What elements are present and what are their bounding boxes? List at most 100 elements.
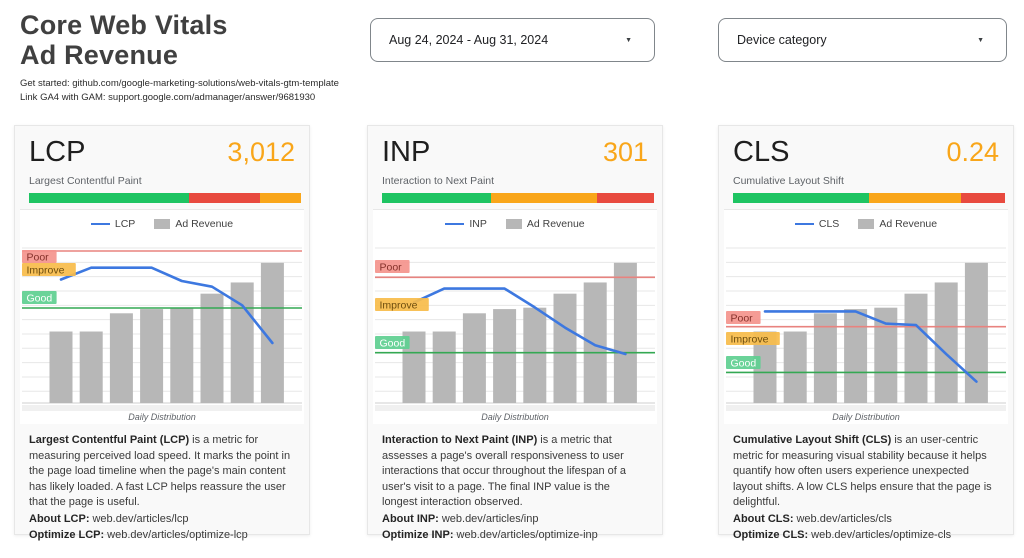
revenue-bar: [170, 307, 194, 403]
metric-full-name: Largest Contentful Paint: [29, 175, 142, 187]
legend-line-label: CLS: [818, 217, 840, 230]
metric-name: LCP: [29, 136, 86, 168]
metric-value: 0.24: [946, 137, 999, 167]
legend-bar-label: Ad Revenue: [879, 217, 938, 230]
description-lead: Interaction to Next Paint (INP): [382, 434, 538, 446]
threshold-label-improve: Improve: [731, 334, 769, 346]
date-range-dropdown[interactable]: Aug 24, 2024 - Aug 31, 2024 ▼: [370, 18, 655, 62]
x-axis-strip: [726, 405, 1006, 411]
metric-name: INP: [382, 136, 431, 168]
threshold-label-good-bg: [726, 356, 761, 369]
cls-plot[interactable]: Poor Improve Good: [724, 232, 1008, 405]
chevron-down-icon: ▼: [977, 36, 984, 44]
threshold-label-poor: Poor: [27, 252, 50, 264]
revenue-bar: [613, 262, 637, 403]
revenue-bar: [49, 331, 73, 403]
metric-description: Cumulative Layout Shift (CLS) is an user…: [719, 433, 1013, 511]
bar-series-swatch: [154, 218, 171, 229]
metric-name: CLS: [733, 136, 790, 168]
segment-orange: [869, 193, 962, 203]
threshold-label-poor-bg: [22, 250, 57, 263]
inp-card-header: INP 301 Interaction to Next Paint: [368, 126, 662, 203]
about-link: web.dev/articles/inp: [441, 512, 539, 525]
optimize-line: Optimize CLS: web.dev/articles/optimize-c…: [733, 527, 999, 544]
revenue-bar: [140, 309, 164, 403]
optimize-line: Optimize INP: web.dev/articles/optimize-i…: [382, 527, 648, 544]
device-category-value: Device category: [737, 33, 827, 47]
revenue-bar: [813, 313, 837, 403]
segment-red: [961, 193, 1005, 203]
chart-legend: INP Ad Revenue: [373, 210, 657, 230]
metric-links: About CLS: web.dev/articles/cls Optimize …: [719, 511, 1013, 556]
about-link: web.dev/articles/lcp: [92, 512, 189, 525]
header-subtitle: Get started: github.com/google-marketing…: [20, 77, 339, 105]
metric-value: 301: [602, 137, 648, 167]
revenue-bar: [462, 313, 486, 403]
metric-value: 3,012: [227, 137, 295, 167]
revenue-bar: [493, 309, 517, 403]
revenue-bar: [79, 331, 103, 403]
threshold-label-good: Good: [380, 338, 406, 350]
metric-full-name: Interaction to Next Paint: [382, 175, 495, 187]
revenue-bar: [904, 293, 928, 403]
threshold-bar: [733, 193, 1005, 203]
lcp-card: LCP 3,012 Largest Contentful Paint LCP A…: [14, 125, 310, 541]
revenue-bar: [432, 331, 456, 403]
revenue-bar: [402, 331, 426, 403]
description-body: is an user-centric metric for measuring …: [733, 434, 992, 508]
bar-series-swatch: [505, 218, 522, 229]
page-title: Core Web Vitals Ad Revenue: [20, 10, 339, 70]
about-label: About LCP:: [29, 512, 90, 525]
chart-legend: CLS Ad Revenue: [724, 210, 1008, 230]
revenue-bar: [874, 307, 898, 403]
segment-green: [733, 193, 869, 203]
revenue-bar: [260, 262, 284, 403]
metric-line: [59, 266, 274, 345]
chart-legend: LCP Ad Revenue: [20, 210, 304, 230]
description-lead: Largest Contentful Paint (LCP): [29, 434, 190, 446]
legend-line-label: LCP: [114, 217, 136, 230]
page-title-line2: Ad Revenue: [20, 40, 179, 70]
threshold-label-good-bg: [375, 336, 410, 349]
description-body: is a metric for measuring perceived load…: [29, 434, 291, 508]
line-series-swatch: [90, 222, 110, 225]
optimize-link: web.dev/articles/optimize-inp: [456, 529, 598, 541]
threshold-label-good: Good: [27, 293, 53, 305]
line-series-swatch: [794, 222, 814, 225]
metric-description: Interaction to Next Paint (INP) is a met…: [368, 433, 662, 511]
revenue-bar: [934, 282, 958, 403]
date-range-value: Aug 24, 2024 - Aug 31, 2024: [389, 33, 549, 47]
metric-links: About LCP: web.dev/articles/lcp Optimize …: [15, 511, 309, 556]
x-axis-label: Daily Distribution: [128, 412, 196, 422]
cls-chart: CLS Ad Revenue Poor Improve Good Daily Dis…: [724, 209, 1008, 424]
optimize-label: Optimize INP:: [382, 529, 454, 541]
threshold-label-improve-bg: [726, 332, 780, 345]
threshold-bar: [382, 193, 654, 203]
report-header: Core Web Vitals Ad Revenue Get started: …: [20, 10, 339, 105]
metric-line: [763, 310, 978, 383]
optimize-link: web.dev/articles/optimize-lcp: [107, 529, 248, 541]
segment-orange: [490, 193, 597, 203]
inp-card: INP 301 Interaction to Next Paint INP Ad…: [367, 125, 663, 541]
segment-red: [596, 193, 654, 203]
about-link: web.dev/articles/cls: [796, 512, 892, 525]
threshold-label-improve: Improve: [27, 265, 65, 277]
legend-line-label: INP: [469, 217, 487, 230]
metric-links: About INP: web.dev/articles/inp Optimize …: [368, 511, 662, 556]
threshold-label-improve-bg: [375, 298, 429, 311]
threshold-label-improve-bg: [22, 263, 76, 276]
threshold-label-poor-bg: [726, 311, 761, 324]
inp-plot[interactable]: Poor Improve Good: [373, 232, 657, 405]
about-line: About INP: web.dev/articles/inp: [382, 511, 648, 528]
about-line: About CLS: web.dev/articles/cls: [733, 511, 999, 528]
line-series-swatch: [445, 222, 465, 225]
device-category-dropdown[interactable]: Device category ▼: [718, 18, 1007, 62]
revenue-bar: [583, 282, 607, 403]
revenue-bar: [753, 331, 777, 403]
threshold-label-poor: Poor: [380, 262, 403, 274]
about-label: About INP:: [382, 512, 439, 525]
threshold-label-improve: Improve: [380, 300, 418, 312]
revenue-bar: [523, 307, 547, 403]
